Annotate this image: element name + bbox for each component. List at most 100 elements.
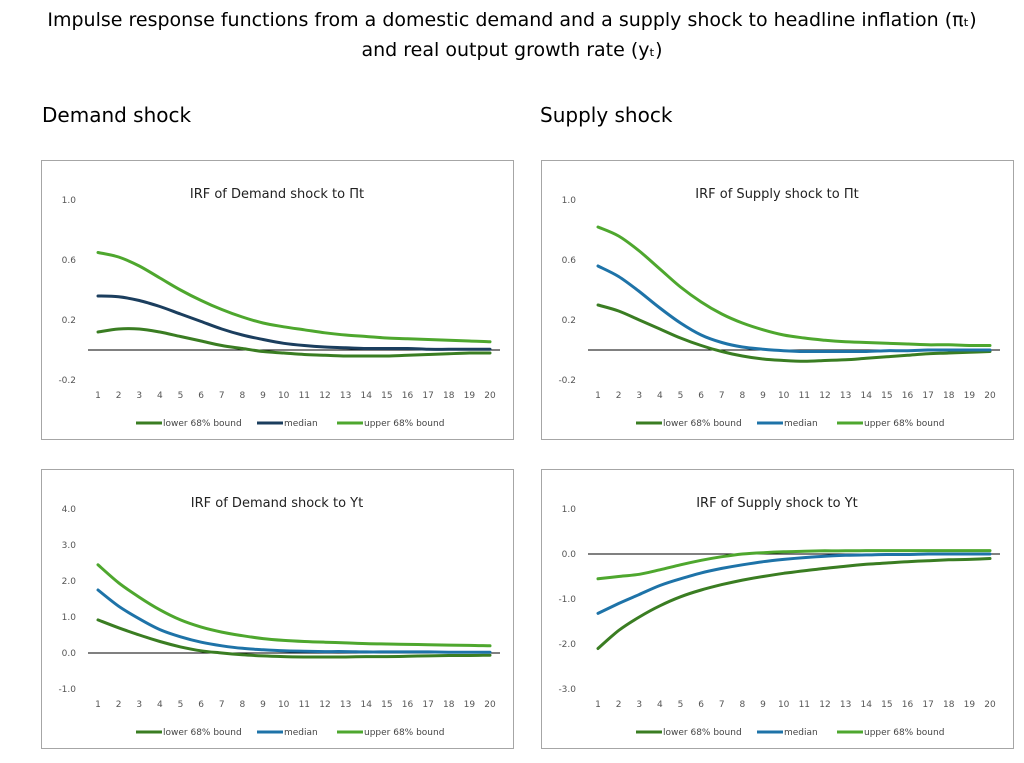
chart-demand-y: IRF of Demand shock to Yt 4.0 3.0 2.0 1.0 0.0… <box>58 496 500 738</box>
supply-shock-heading: Supply shock <box>540 103 673 127</box>
x-tick-label: 1 <box>595 700 601 710</box>
x-tick-label: 9 <box>260 391 266 401</box>
x-tick-label: 3 <box>636 700 642 710</box>
x-tick-label: 20 <box>484 700 496 710</box>
x-tick-label: 8 <box>740 700 746 710</box>
x-tick-label: 6 <box>698 391 704 401</box>
y-tick-label: 3.0 <box>62 541 77 551</box>
series-line-lower-68-bound <box>596 557 992 650</box>
x-tick-label: 14 <box>860 700 872 710</box>
legend-label: median <box>784 728 818 738</box>
chart-title: IRF of Supply shock to Yt <box>696 496 858 511</box>
x-tick-label: 13 <box>840 391 851 401</box>
x-tick-label: 5 <box>678 391 684 401</box>
x-tick-label: 19 <box>964 700 976 710</box>
x-tick-label: 6 <box>698 700 704 710</box>
x-tick-label: 20 <box>984 391 996 401</box>
x-tick-label: 13 <box>340 700 351 710</box>
y-tick-label: 1.0 <box>562 196 577 206</box>
chart-panel-demand-pi: IRF of Demand shock to Πt 1.0 0.6 0.2 -0.2 1 2… <box>41 160 514 440</box>
x-tick-label: 14 <box>360 391 372 401</box>
series-line-lower-68-bound <box>96 327 492 358</box>
chart-panel-supply-y: IRF of Supply shock to Yt 1.0 0.0 -1.0 -2.0 -… <box>541 469 1014 749</box>
x-tick-label: 8 <box>740 391 746 401</box>
y-tick-label: 0.0 <box>62 649 77 659</box>
x-tick-label: 20 <box>984 700 996 710</box>
x-tick-label: 15 <box>381 700 392 710</box>
y-tick-label: -3.0 <box>558 685 576 695</box>
x-tick-label: 8 <box>240 700 246 710</box>
legend-label: lower 68% bound <box>663 419 742 429</box>
x-tick-label: 5 <box>678 700 684 710</box>
x-tick-label: 8 <box>240 391 246 401</box>
y-tick-label: 0.2 <box>62 316 76 326</box>
legend-label: median <box>784 419 818 429</box>
series-line-lower-68-bound <box>96 618 492 659</box>
x-tick-label: 16 <box>902 391 914 401</box>
x-tick-label: 7 <box>219 700 225 710</box>
x-tick-label: 16 <box>402 391 414 401</box>
x-tick-label: 19 <box>464 700 476 710</box>
y-tick-label: -2.0 <box>558 640 576 650</box>
x-tick-label: 15 <box>881 700 892 710</box>
x-tick-label: 3 <box>136 391 142 401</box>
chart-title: IRF of Supply shock to Πt <box>695 187 858 202</box>
x-tick-label: 11 <box>299 391 310 401</box>
figure-title-line1: Impulse response functions from a domest… <box>47 9 977 31</box>
x-tick-label: 9 <box>260 700 266 710</box>
x-tick-label: 19 <box>464 391 476 401</box>
x-tick-label: 18 <box>443 700 455 710</box>
y-tick-label: 1.0 <box>62 613 77 623</box>
series-line-lower-68-bound <box>596 303 992 363</box>
x-tick-label: 3 <box>136 700 142 710</box>
x-tick-label: 11 <box>799 391 810 401</box>
x-tick-label: 2 <box>116 391 122 401</box>
y-tick-label: -1.0 <box>558 595 576 605</box>
x-tick-label: 18 <box>943 391 955 401</box>
x-tick-label: 17 <box>422 700 433 710</box>
x-tick-label: 17 <box>922 700 933 710</box>
chart-panel-supply-pi: IRF of Supply shock to Πt 1.0 0.6 0.2 -0.2 1 2… <box>541 160 1014 440</box>
y-tick-label: -1.0 <box>58 685 76 695</box>
legend-label: lower 68% bound <box>163 728 242 738</box>
x-tick-label: 4 <box>157 700 163 710</box>
x-tick-label: 5 <box>178 700 184 710</box>
legend-label: median <box>284 728 318 738</box>
x-tick-label: 2 <box>616 391 622 401</box>
y-tick-label: 0.0 <box>562 550 577 560</box>
series-line-upper-68-bound <box>596 549 992 581</box>
x-tick-label: 17 <box>922 391 933 401</box>
y-tick-label: 4.0 <box>62 505 77 515</box>
x-tick-label: 17 <box>422 391 433 401</box>
x-tick-label: 14 <box>360 700 372 710</box>
figure-title-line2: and real output growth rate (yₜ) <box>361 39 663 61</box>
x-tick-label: 9 <box>760 700 766 710</box>
x-tick-label: 18 <box>943 700 955 710</box>
chart-supply-pi: IRF of Supply shock to Πt1.00.60.2-0.21 2… <box>558 187 1000 429</box>
series-line-upper-68-bound <box>96 251 492 344</box>
y-tick-label: 0.6 <box>62 256 77 266</box>
x-tick-label: 4 <box>157 391 163 401</box>
x-tick-label: 19 <box>964 391 976 401</box>
y-tick-label: 1.0 <box>62 196 77 206</box>
series-line-upper-68-bound <box>596 225 992 348</box>
x-tick-label: 10 <box>778 700 790 710</box>
legend-label: upper 68% bound <box>364 728 444 738</box>
legend-label: upper 68% bound <box>864 419 944 429</box>
series-line-upper-68-bound <box>96 563 492 648</box>
x-tick-label: 6 <box>198 391 204 401</box>
x-tick-label: 15 <box>881 391 892 401</box>
y-tick-label: 0.6 <box>562 256 577 266</box>
x-tick-label: 4 <box>657 391 663 401</box>
legend-label: lower 68% bound <box>663 728 742 738</box>
x-tick-label: 7 <box>719 391 725 401</box>
chart-demand-pi: IRF of Demand shock to Πt1.00.60.2-0.21 2… <box>58 187 500 429</box>
y-tick-label: 0.2 <box>562 316 576 326</box>
x-tick-label: 12 <box>319 700 330 710</box>
chart-title: IRF of Demand shock to Yt <box>191 496 363 511</box>
x-tick-label: 16 <box>902 700 914 710</box>
legend-label: median <box>284 419 318 429</box>
x-tick-label: 11 <box>799 700 810 710</box>
demand-shock-heading: Demand shock <box>42 103 192 127</box>
x-tick-label: 4 <box>657 700 663 710</box>
